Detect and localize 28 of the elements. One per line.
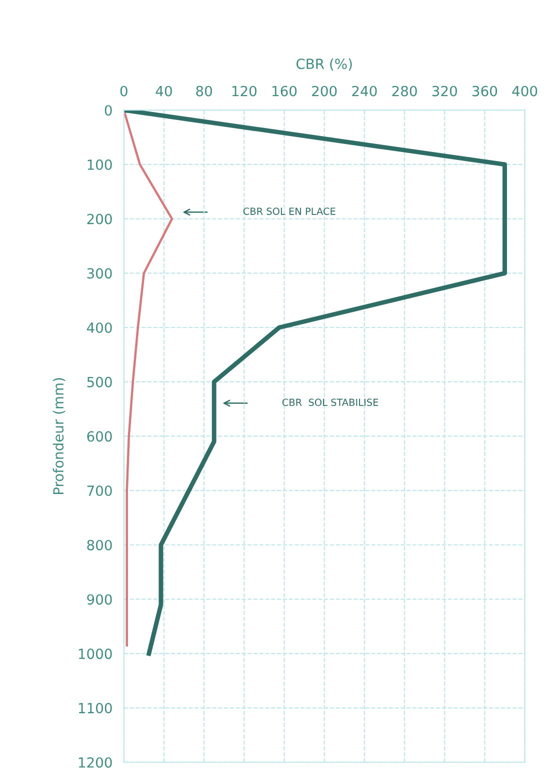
- x-tick-label: 320: [432, 86, 457, 96]
- y-tick-label: 600: [87, 431, 112, 442]
- x-tick-label: 240: [352, 86, 377, 96]
- y-tick-label: 1100: [78, 702, 112, 714]
- annotation: CBR SOL STABILISE: [282, 398, 378, 406]
- x-tick-label: 200: [312, 86, 337, 96]
- y-tick-label: 300: [87, 268, 112, 279]
- y-tick-label: 1200: [78, 757, 112, 768]
- x-tick-label: 360: [472, 86, 498, 96]
- x-tick-label: 0: [120, 86, 128, 96]
- y-tick-label: 200: [87, 214, 112, 224]
- x-tick-label: 400: [512, 86, 538, 96]
- x-tick-label: 160: [272, 86, 297, 96]
- y-axis-title: Profondeur (mm): [52, 378, 66, 494]
- annotation: CBR SOL EN PLACE: [243, 208, 336, 215]
- y-tick-label: 800: [87, 540, 112, 550]
- y-tick-label: 0: [104, 105, 112, 116]
- y-tick-label: 1000: [78, 648, 112, 660]
- y-tick-label: 900: [87, 594, 112, 605]
- y-tick-label: 700: [87, 486, 112, 496]
- x-axis-title: CBR (%): [296, 58, 352, 71]
- x-tick-label: 280: [392, 86, 417, 96]
- y-tick-label: 400: [86, 322, 112, 333]
- y-tick-label: 500: [87, 376, 112, 388]
- y-tick-label: 100: [88, 159, 112, 170]
- x-tick-label: 80: [196, 86, 212, 96]
- x-tick-label: 120: [232, 86, 256, 96]
- x-tick-label: 40: [156, 86, 172, 96]
